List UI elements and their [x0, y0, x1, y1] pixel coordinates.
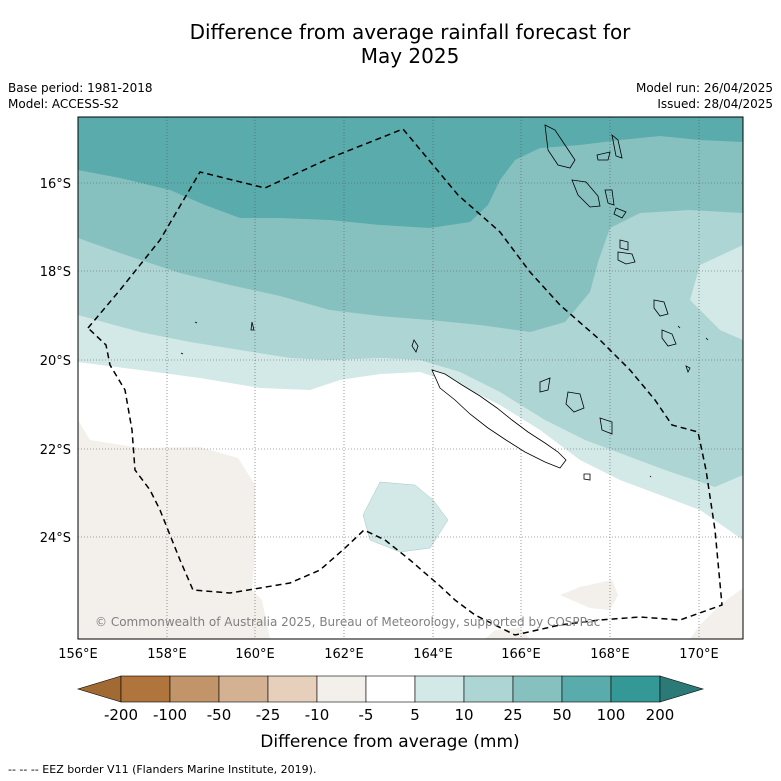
- small-islets: [180, 321, 709, 478]
- dry-patch-bottom: [485, 628, 530, 639]
- meta-left: Base period: 1981-2018 Model: ACCESS-S2: [8, 80, 153, 112]
- colorbar-label: -10: [305, 706, 330, 724]
- colorbar-swatch: [365, 675, 416, 703]
- lat-label: 24°S: [40, 531, 71, 546]
- colorbar-swatch: [169, 675, 220, 703]
- patch-5-10-south: [362, 481, 449, 553]
- colorbar-label: -100: [153, 706, 187, 724]
- colorbar-swatch: [610, 675, 661, 703]
- lon-label: 160°E: [235, 647, 275, 662]
- lat-label: 22°S: [40, 443, 71, 458]
- base-period: Base period: 1981-2018: [8, 81, 153, 95]
- colorbar-swatch: [267, 675, 318, 703]
- colorbar-label: 100: [597, 706, 626, 724]
- lon-label: 158°E: [147, 647, 187, 662]
- band-50-100: [78, 117, 743, 228]
- lon-label: 166°E: [501, 647, 541, 662]
- colorbar-label: 5: [410, 706, 420, 724]
- new-caledonia-island: [431, 369, 567, 469]
- dry-patch-south: [560, 580, 618, 610]
- copyright-notice: © Commonwealth of Australia 2025, Bureau…: [95, 615, 600, 629]
- map-frame: [77, 116, 744, 640]
- lat-label: 16°S: [40, 177, 71, 192]
- map-area: © Commonwealth of Australia 2025, Bureau…: [78, 117, 743, 639]
- lat-label: 20°S: [40, 354, 71, 369]
- colorbar-swatch: [463, 675, 514, 703]
- colorbar: -200 -100 -50 -25 -10 -5 5 10 25 50 100 200: [76, 675, 705, 724]
- issued-date: Issued: 28/04/2025: [657, 97, 773, 111]
- colorbar-swatch: [512, 675, 563, 703]
- colorbar-title: Difference from average (mm): [260, 732, 519, 752]
- lon-label: 162°E: [324, 647, 364, 662]
- model-run: Model run: 26/04/2025: [635, 81, 773, 95]
- meta-right: Model run: 26/04/2025 Issued: 28/04/2025: [636, 80, 773, 112]
- colorbar-label: -200: [104, 706, 138, 724]
- title-line-2: May 2025: [360, 44, 460, 68]
- colorbar-extension-low: [76, 675, 122, 703]
- colorbar-swatch: [218, 675, 269, 703]
- eez-border: [86, 128, 723, 636]
- colorbar-label: 25: [503, 706, 522, 724]
- lon-label: 168°E: [590, 647, 630, 662]
- model-name: Model: ACCESS-S2: [8, 97, 120, 111]
- dry-patch-southeast: [690, 588, 743, 639]
- lat-label: 18°S: [40, 265, 71, 280]
- colorbar-swatch: [316, 675, 367, 703]
- lon-label: 164°E: [413, 647, 453, 662]
- vanuatu-islands: [544, 124, 691, 374]
- lon-label: 156°E: [58, 647, 98, 662]
- dry-patch-west: [78, 420, 270, 639]
- colorbar-swatch: [414, 675, 465, 703]
- title-line-1: Difference from average rainfall forecas…: [189, 20, 631, 44]
- lon-label: 170°E: [679, 647, 719, 662]
- colorbar-label: 200: [646, 706, 675, 724]
- colorbar-extension-high: [659, 675, 705, 703]
- colorbar-label: -5: [359, 706, 374, 724]
- colorbar-label: 10: [454, 706, 473, 724]
- loyalty-islands: [539, 377, 613, 435]
- eez-footnote: -- -- -- EEZ border V11 (Flanders Marine…: [8, 763, 317, 776]
- longitude-labels: 156°E 158°E 160°E 162°E 164°E 166°E 168°…: [58, 647, 719, 662]
- latitude-labels: 16°S 18°S 20°S 22°S 24°S: [40, 177, 71, 546]
- isle-of-pines: [583, 473, 591, 481]
- chart-title: Difference from average rainfall forecas…: [110, 20, 710, 68]
- colorbar-swatch: [120, 675, 171, 703]
- colorbar-swatch: [561, 675, 612, 703]
- colorbar-label: -25: [256, 706, 281, 724]
- colorbar-label: -50: [207, 706, 232, 724]
- colorbar-label: 50: [552, 706, 571, 724]
- new-caledonia-north-isle: [411, 339, 419, 353]
